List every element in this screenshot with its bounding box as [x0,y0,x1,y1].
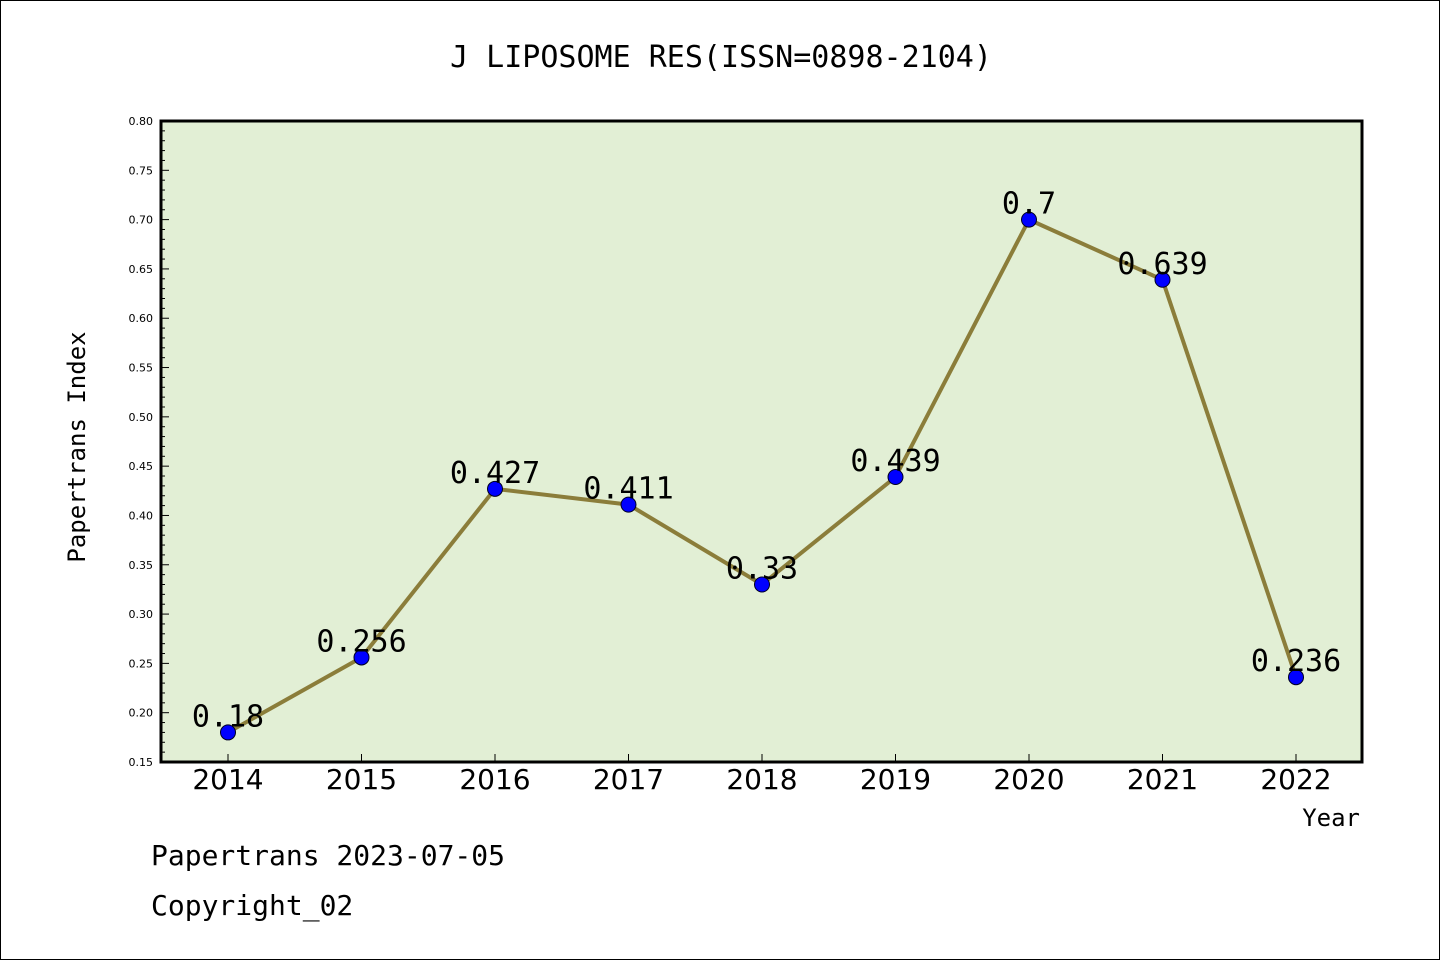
series-group: 0.18 0.256 0.427 0.411 0.33 0.439 0.7 0.639 0.23… [192,187,1341,741]
data-point [1288,669,1304,686]
x-tick-label: 2022 [1260,763,1331,796]
footer-date: Papertrans 2023-07-05 [151,839,505,872]
data-point [353,649,370,666]
data-point [220,724,236,741]
y-tick-label: 0.60 [129,312,154,325]
y-tick-label: 0.15 [129,756,154,769]
x-tick-label: 2018 [726,763,797,796]
x-tick-label: 2017 [593,763,664,796]
footer-copyright: Copyright_02 [151,889,353,923]
y-tick-label: 0.20 [129,707,154,720]
x-tick-label: 2015 [326,763,397,796]
data-point [1154,271,1171,288]
x-tick-label: 2020 [993,763,1064,796]
data-point [620,496,637,513]
y-tick-label: 0.50 [129,411,154,424]
data-label: 0.411 [583,472,673,507]
y-axis-ticks: 0.15 0.20 0.25 0.30 0.35 0.40 0.45 0.50 0.55 0.60… [129,115,169,769]
y-tick-label: 0.30 [129,608,154,621]
y-tick-label: 0.80 [129,115,154,128]
y-tick-label: 0.25 [129,657,154,670]
x-axis-label: Year [1302,804,1360,832]
x-axis-ticks: 2014 2015 2016 2017 2018 2019 2020 2021 2022 [192,754,1332,796]
data-point [1021,211,1037,228]
plot-area [159,119,1364,764]
y-tick-label: 0.45 [129,460,154,473]
data-label: 0.639 [1117,247,1207,282]
data-label: 0.7 [1002,187,1056,222]
y-tick-label: 0.35 [129,559,154,572]
y-tick-label: 0.65 [129,263,154,276]
data-label: 0.427 [450,456,540,491]
y-tick-label: 0.70 [129,214,154,227]
data-point [487,480,503,497]
data-point [754,576,770,593]
x-tick-label: 2016 [459,763,530,796]
chart-title: J LIPOSOME RES(ISSN=0898-2104) [450,40,992,75]
y-axis-label: Papertrans Index [63,331,91,562]
data-label: 0.439 [850,444,940,479]
data-label: 0.33 [726,551,798,586]
y-tick-label: 0.75 [129,164,154,177]
data-label: 0.236 [1251,644,1341,679]
x-tick-label: 2014 [192,763,263,796]
x-tick-label: 2019 [860,763,931,796]
y-tick-label: 0.40 [129,509,154,522]
data-point [887,469,904,486]
data-label: 0.256 [316,624,406,659]
y-tick-label: 0.55 [129,362,154,375]
data-label: 0.18 [192,699,264,734]
x-tick-label: 2021 [1127,763,1198,796]
